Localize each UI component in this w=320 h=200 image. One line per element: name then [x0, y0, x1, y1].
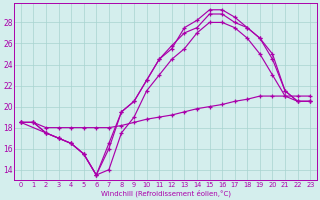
- X-axis label: Windchill (Refroidissement éolien,°C): Windchill (Refroidissement éolien,°C): [100, 189, 230, 197]
